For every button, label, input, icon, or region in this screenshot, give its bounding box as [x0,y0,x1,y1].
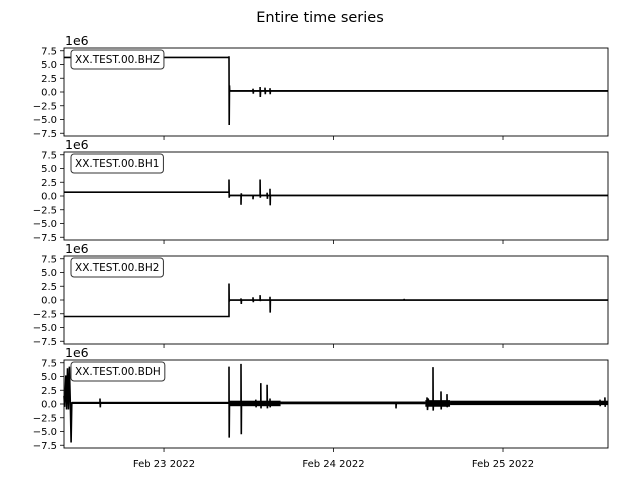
y-tick-label: 5.0 [41,372,57,383]
y-tick-label: 0.0 [41,88,57,99]
y-tick-label: 2.5 [41,386,57,397]
y-tick-label: −7.5 [33,233,57,244]
y-tick-label: −7.5 [33,441,57,452]
y-offset-label: 1e6 [65,241,89,256]
y-tick-label: 5.0 [41,164,57,175]
x-tick-label: Feb 23 2022 [133,459,195,470]
panel-xx-test-00-bh1: 7.5 5.0 2.5 0.0 −2.5 −5.0 −7.5 1e6 XX.TEST.00.BH… [33,137,609,244]
trace-line [64,179,608,206]
trace-line [63,363,608,443]
trace-line [64,283,608,318]
y-tick-label: 7.5 [41,358,57,369]
y-tick-label: −5.0 [33,219,57,230]
y-tick-label: 2.5 [41,74,57,85]
trace-label-box [70,153,164,174]
y-tick-label: 2.5 [41,178,57,189]
panel-xx-test-00-bhz: 7.5 5.0 2.5 0.0 −2.5 −5.0 −7.5 1e6 XX.TEST.00.BH… [33,33,609,140]
trace-label: XX.TEST.00.BHZ [75,54,160,66]
y-tick-label: −5.0 [33,323,57,334]
y-tick-label: −5.0 [33,427,57,438]
x-tick-label: Feb 25 2022 [472,459,534,470]
y-tick-label: 2.5 [41,282,57,293]
y-tick-label: 7.5 [41,46,57,57]
trace-line [64,56,608,126]
chart-title: Entire time series [256,10,384,26]
trace-label: XX.TEST.00.BH1 [75,158,159,170]
trace-label-box [70,49,165,70]
y-offset-label: 1e6 [65,345,89,360]
y-tick-label: 0.0 [41,296,57,307]
trace-label: XX.TEST.00.BDH [75,366,161,378]
panel-xx-test-00-bh2: 7.5 5.0 2.5 0.0 −2.5 −5.0 −7.5 1e6 XX.TEST.00.BH… [33,241,609,348]
y-tick-label: 0.0 [41,400,57,411]
y-tick-label: 7.5 [41,150,57,161]
y-tick-label: −2.5 [33,101,57,112]
trace-label-box [70,257,164,278]
y-tick-label: −7.5 [33,129,57,140]
y-tick-label: −2.5 [33,309,57,320]
panel-xx-test-00-bdh: 7.5 5.0 2.5 0.0 −2.5 −5.0 −7.5 Feb 23 2022 Feb 2… [33,345,609,470]
y-tick-label: −2.5 [33,205,57,216]
y-tick-label: −5.0 [33,115,57,126]
y-tick-label: 5.0 [41,268,57,279]
y-tick-label: −2.5 [33,413,57,424]
y-offset-label: 1e6 [65,33,89,48]
y-tick-label: −7.5 [33,337,57,348]
y-tick-label: 7.5 [41,254,57,265]
trace-label-box [70,361,166,382]
y-offset-label: 1e6 [65,137,89,152]
y-tick-label: 0.0 [41,192,57,203]
panels: 7.5 5.0 2.5 0.0 −2.5 −5.0 −7.5 1e6 XX.TEST.00.BH… [33,33,609,470]
trace-label: XX.TEST.00.BH2 [75,262,159,274]
y-tick-label: 5.0 [41,60,57,71]
x-tick-label: Feb 24 2022 [302,459,364,470]
